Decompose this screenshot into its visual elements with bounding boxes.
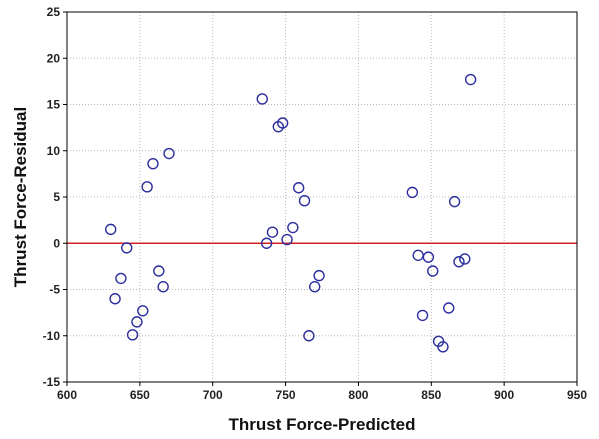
data-point	[453, 256, 465, 268]
data-point	[459, 253, 471, 265]
data-point	[115, 272, 127, 285]
data-point	[266, 226, 279, 238]
data-points	[105, 73, 477, 353]
x-tick-label: 700	[203, 388, 223, 402]
x-tick-label: 950	[567, 388, 587, 402]
data-point	[464, 73, 477, 86]
x-tick-label: 750	[276, 388, 296, 402]
data-point	[422, 251, 435, 263]
data-point	[427, 265, 439, 277]
data-point	[406, 186, 419, 199]
data-point	[163, 147, 175, 160]
y-tick-label: 5	[53, 190, 60, 204]
y-tick-label: -15	[43, 375, 61, 389]
data-point	[313, 269, 325, 282]
data-point	[443, 302, 455, 314]
y-tick-label: 20	[47, 51, 61, 65]
x-axis-title: Thrust Force-Predicted	[228, 415, 415, 434]
y-axis-title: Thrust Force-Residual	[11, 107, 30, 287]
y-tick-label: -10	[43, 329, 61, 343]
y-tick-label: 15	[47, 98, 61, 112]
data-point	[287, 221, 299, 234]
data-point	[276, 117, 289, 129]
data-point	[109, 293, 121, 305]
data-point	[298, 194, 311, 207]
x-tick-label: 850	[421, 388, 441, 402]
data-point	[292, 182, 305, 194]
data-point	[256, 93, 268, 105]
y-tick-label: 10	[47, 144, 61, 158]
data-point	[281, 233, 293, 246]
data-point	[147, 157, 159, 170]
x-tick-label: 650	[130, 388, 150, 402]
data-point	[137, 305, 149, 317]
x-tick-label: 600	[57, 388, 77, 402]
data-point	[131, 316, 143, 328]
data-point	[437, 341, 449, 353]
data-point	[303, 330, 315, 342]
data-point	[141, 181, 153, 193]
data-point	[309, 281, 321, 293]
y-tick-labels: -15 -10 -5 0 5 10 15 20 25	[43, 5, 67, 389]
data-point	[448, 195, 461, 208]
data-point	[153, 265, 165, 277]
x-tick-label: 900	[494, 388, 514, 402]
y-tick-label: -5	[49, 283, 60, 297]
y-tick-label: 25	[47, 5, 61, 19]
data-point	[121, 242, 133, 254]
data-point	[105, 223, 117, 236]
data-point	[416, 309, 429, 322]
y-tick-label: 0	[53, 236, 60, 250]
x-tick-label: 800	[348, 388, 368, 402]
data-point	[157, 281, 169, 293]
data-point	[126, 329, 139, 341]
x-tick-labels: 600 650 700 750 800 850 900 950	[57, 382, 587, 402]
data-point	[260, 237, 273, 249]
